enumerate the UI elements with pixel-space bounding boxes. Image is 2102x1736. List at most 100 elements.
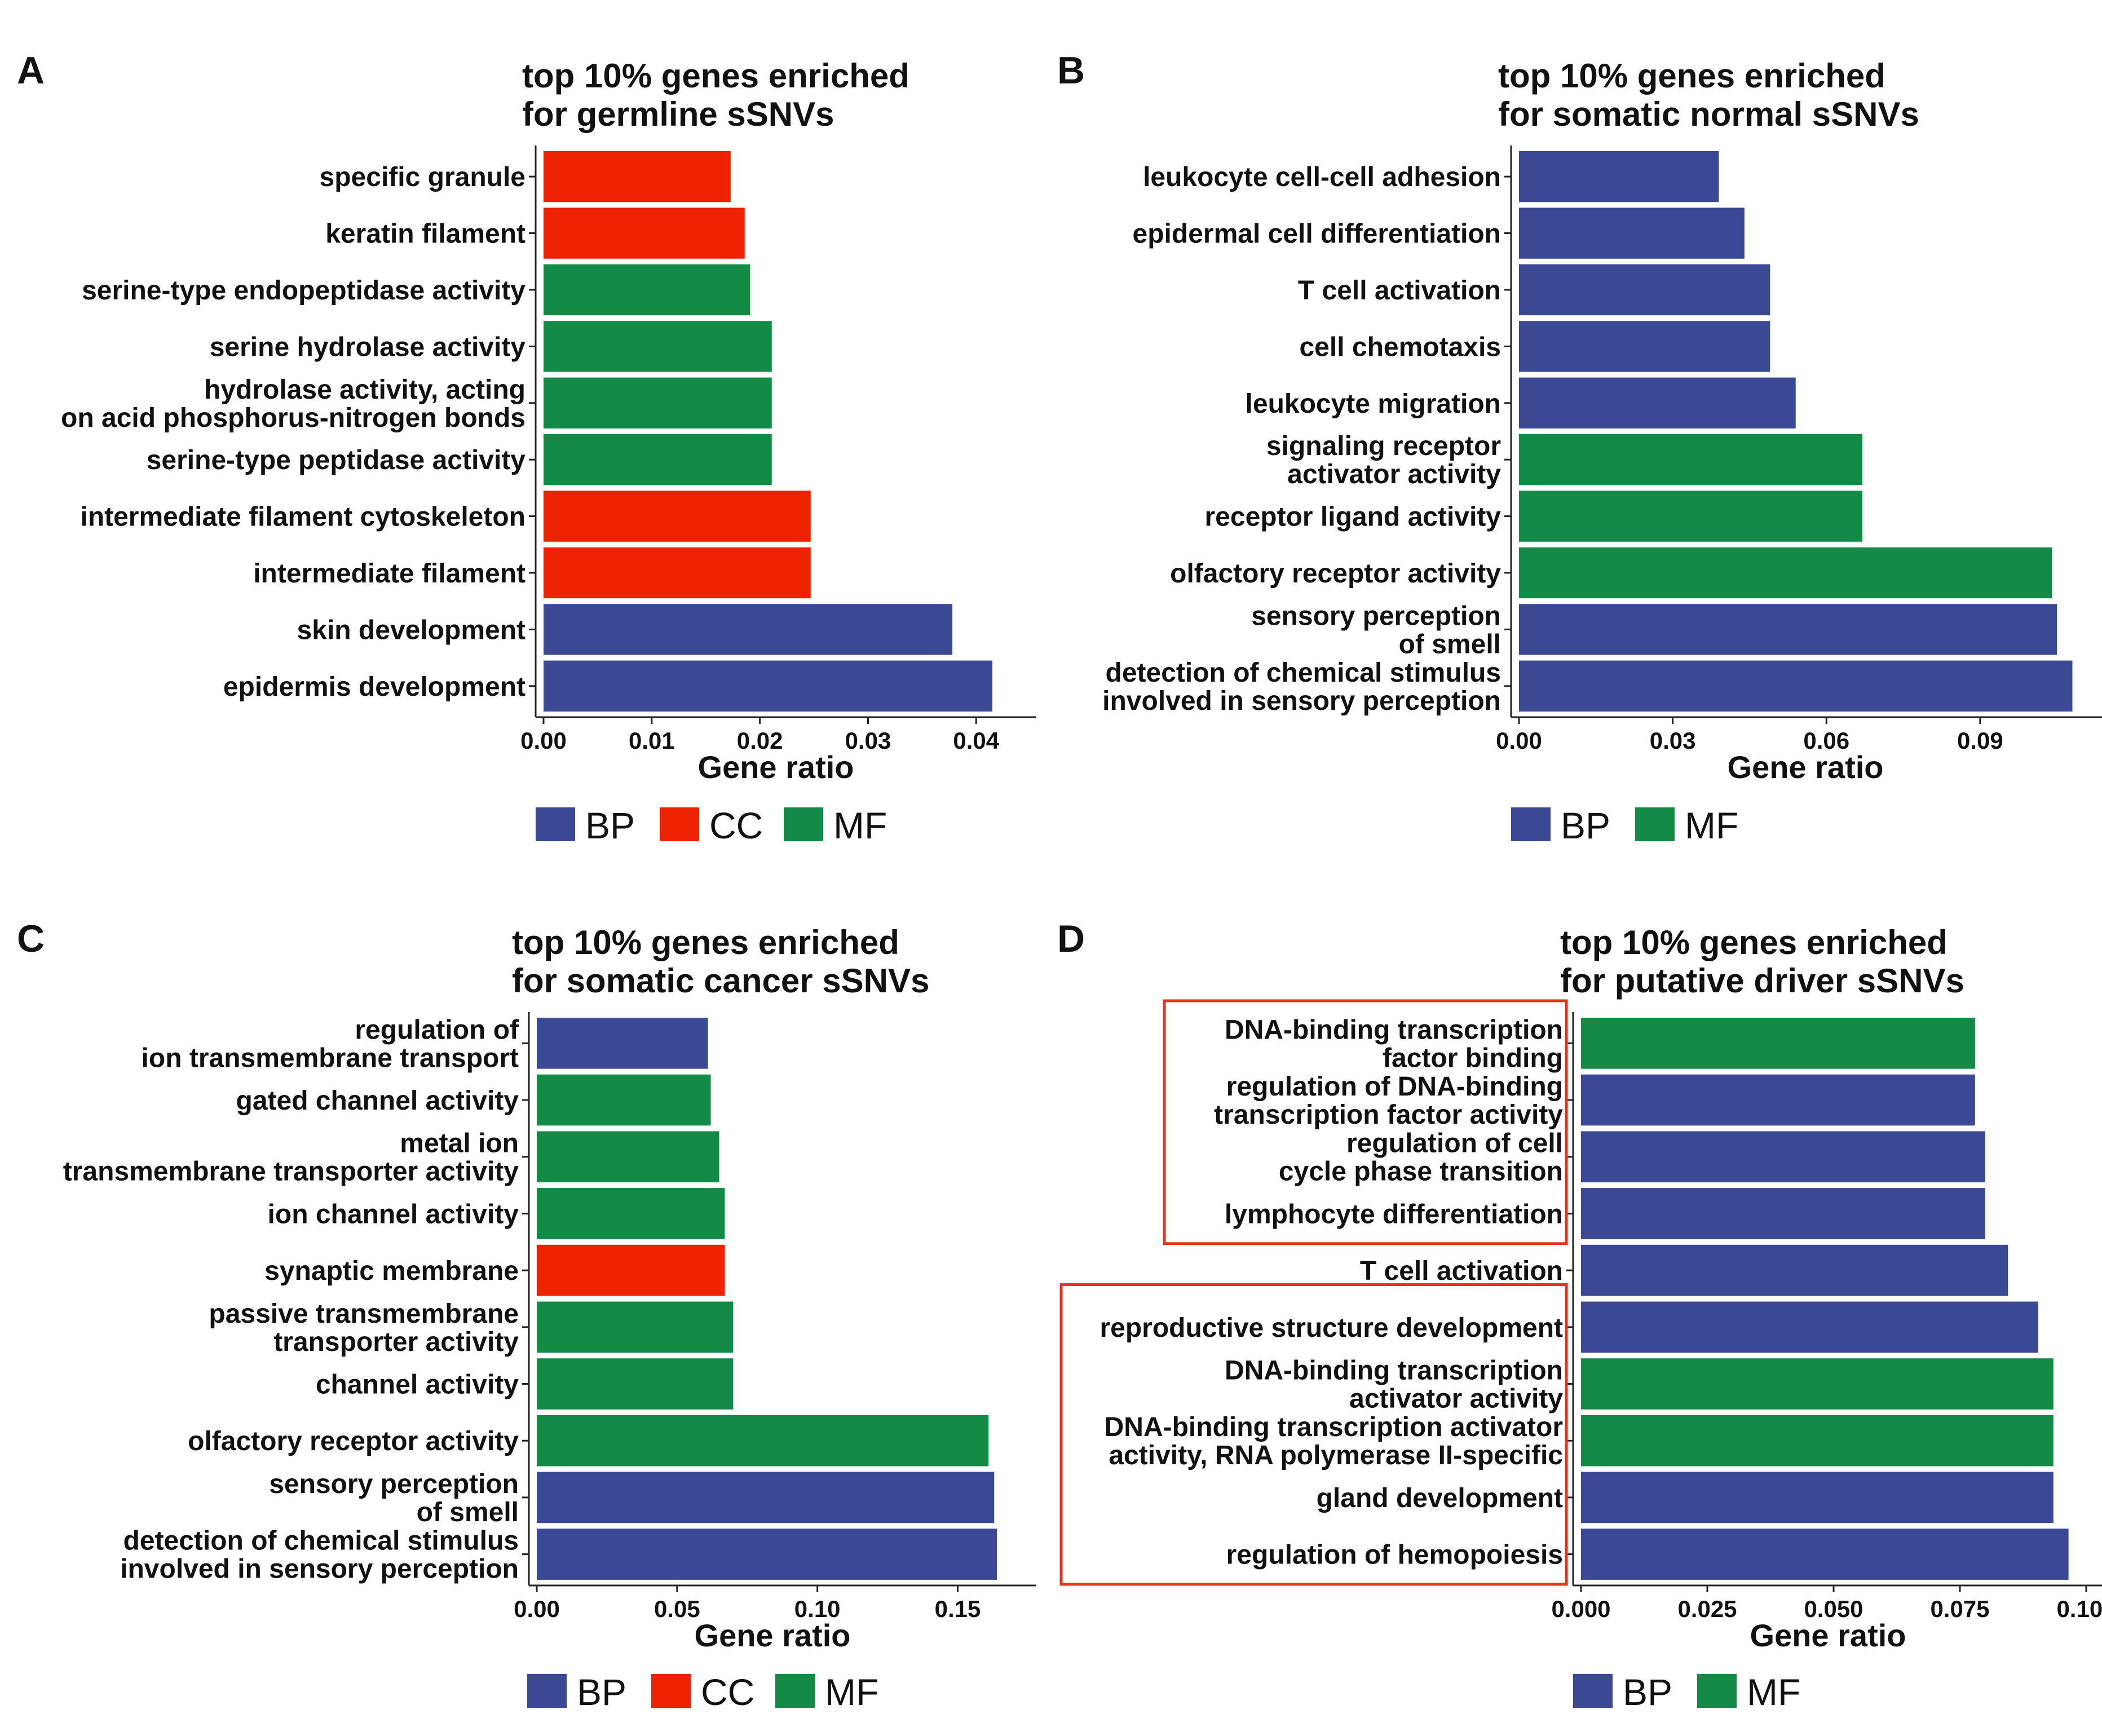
category-label: detection of chemical stimulus <box>123 1526 519 1556</box>
category-label: olfactory receptor activity <box>1170 559 1501 589</box>
category-label: serine-type endopeptidase activity <box>82 276 526 306</box>
category-label: on acid phosphorus-nitrogen bonds <box>61 403 526 433</box>
category-label: olfactory receptor activity <box>188 1426 519 1456</box>
category-label: ion transmembrane transport <box>142 1043 519 1073</box>
category-label: transporter activity <box>273 1327 519 1357</box>
category-label: metal ion <box>400 1129 519 1159</box>
bar <box>537 1472 995 1523</box>
highlight-box <box>1059 1283 1568 1586</box>
bar <box>537 1188 725 1239</box>
bar <box>544 207 745 259</box>
bar <box>1581 1472 2054 1523</box>
legend-swatch <box>660 807 699 841</box>
category-label: receptor ligand activity <box>1205 502 1502 532</box>
category-label: signaling receptor <box>1266 431 1501 461</box>
category-label: sensory perception <box>269 1469 519 1499</box>
x-tick-label: 0.025 <box>1677 1596 1737 1622</box>
category-label: sensory perception <box>1251 601 1501 631</box>
bar <box>1519 491 1862 542</box>
category-label: gland development <box>1317 1483 1563 1513</box>
legend-label: BP <box>577 1671 626 1713</box>
panel-letter: D <box>1057 917 1085 960</box>
category-label: reproductive structure development <box>1099 1313 1563 1343</box>
category-label: regulation of <box>355 1015 519 1045</box>
panel-title-line: top 10% genes enriched <box>522 57 909 95</box>
x-tick-label: 0.00 <box>1496 727 1542 754</box>
legend-label: BP <box>585 805 635 846</box>
bar <box>1581 1018 1975 1069</box>
category-label: synaptic membrane <box>264 1256 519 1286</box>
category-label: cell chemotaxis <box>1299 332 1501 362</box>
category-label: passive transmembrane <box>209 1299 519 1329</box>
category-label: transmembrane transporter activity <box>63 1157 519 1187</box>
legend-label: BP <box>1623 1671 1672 1713</box>
bar <box>537 1415 989 1466</box>
legend-label: MF <box>1747 1671 1800 1713</box>
legend-swatch <box>1697 1674 1737 1708</box>
category-label: skin development <box>297 615 526 645</box>
bar <box>1519 321 1770 372</box>
legend-label: MF <box>825 1671 878 1713</box>
category-label: lymphocyte differentiation <box>1225 1199 1563 1229</box>
category-label: leukocyte cell-cell adhesion <box>1143 162 1501 192</box>
category-label: hydrolase activity, acting <box>204 375 526 405</box>
category-label: regulation of hemopoiesis <box>1226 1540 1563 1570</box>
x-tick-label: 0.15 <box>935 1596 981 1622</box>
legend-label: MF <box>1685 805 1738 846</box>
category-label: intermediate filament cytoskeleton <box>80 502 526 532</box>
legend-swatch <box>775 1674 815 1708</box>
category-label: gated channel activity <box>236 1086 519 1116</box>
bar <box>1519 547 2052 599</box>
category-label: regulation of cell <box>1346 1129 1563 1159</box>
category-label: transcription factor activity <box>1214 1100 1563 1130</box>
category-label: involved in sensory perception <box>1102 686 1501 716</box>
category-label: cycle phase transition <box>1279 1157 1563 1187</box>
legend-swatch <box>1635 807 1675 841</box>
category-label: activator activity <box>1349 1384 1563 1414</box>
highlight-box <box>1163 999 1568 1245</box>
category-label: detection of chemical stimulus <box>1106 658 1501 688</box>
category-label: DNA-binding transcription activator <box>1105 1412 1563 1442</box>
panel-letter: B <box>1057 49 1085 92</box>
category-label: DNA-binding transcription <box>1225 1015 1563 1045</box>
panel-letter: C <box>17 917 45 960</box>
x-tick-label: 0.04 <box>953 727 999 754</box>
bar <box>1581 1358 2054 1410</box>
bar <box>1519 151 1719 202</box>
category-label: of smell <box>1399 629 1501 659</box>
legend-label: CC <box>701 1671 754 1713</box>
legend-swatch <box>536 807 575 841</box>
x-tick-label: 0.05 <box>654 1596 700 1622</box>
bar <box>1581 1074 1975 1126</box>
bar <box>1581 1301 2038 1353</box>
bar <box>1581 1244 2008 1296</box>
x-tick-label: 0.100 <box>2056 1596 2102 1622</box>
panel-title-line: for putative driver sSNVs <box>1560 962 1964 1000</box>
bar <box>537 1074 711 1126</box>
x-axis-title: Gene ratio <box>698 749 854 785</box>
bar <box>1581 1131 1985 1183</box>
panel-title-line: for germline sSNVs <box>522 95 834 133</box>
category-label: leukocyte migration <box>1246 389 1501 419</box>
x-axis-title: Gene ratio <box>1728 749 1884 785</box>
bar <box>544 547 811 599</box>
category-label: serine-type peptidase activity <box>147 445 526 475</box>
panel-letter: A <box>17 49 45 92</box>
bar <box>544 660 993 712</box>
category-label: factor binding <box>1383 1043 1563 1073</box>
bar <box>537 1529 997 1580</box>
legend-swatch <box>784 807 823 841</box>
category-label: serine hydrolase activity <box>210 332 526 362</box>
category-label: T cell activation <box>1360 1256 1563 1286</box>
x-tick-label: 0.03 <box>845 727 891 754</box>
bar <box>1581 1188 1985 1239</box>
x-tick-label: 0.03 <box>1650 727 1696 754</box>
x-tick-label: 0.00 <box>520 727 567 754</box>
x-tick-label: 0.01 <box>629 727 675 754</box>
category-label: regulation of DNA-binding <box>1226 1072 1563 1102</box>
x-tick-label: 0.10 <box>794 1596 841 1622</box>
